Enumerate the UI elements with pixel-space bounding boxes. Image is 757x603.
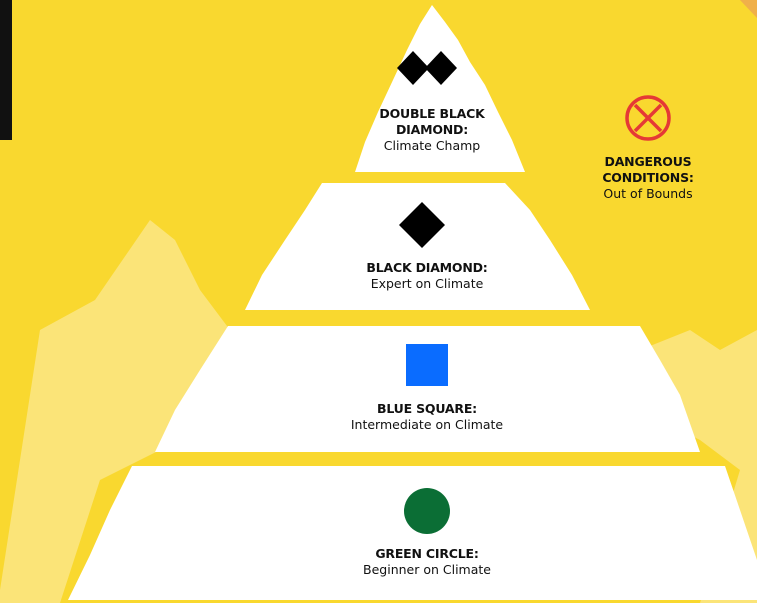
level-label: DOUBLE BLACK DIAMOND: Climate Champ — [372, 106, 492, 154]
no-entry-icon — [627, 97, 669, 139]
level-title: BLUE SQUARE: — [307, 401, 547, 417]
level-subtitle: Expert on Climate — [327, 276, 527, 292]
tier-4 — [68, 466, 757, 600]
level-subtitle: Climate Champ — [372, 138, 492, 154]
level-label: GREEN CIRCLE: Beginner on Climate — [327, 546, 527, 578]
level-label: BLUE SQUARE: Intermediate on Climate — [307, 401, 547, 433]
side-note-subtitle: Out of Bounds — [593, 186, 703, 202]
level-title: GREEN CIRCLE: — [327, 546, 527, 562]
side-note-title: DANGEROUS CONDITIONS: — [593, 154, 703, 186]
level-title: BLACK DIAMOND: — [327, 260, 527, 276]
level-subtitle: Intermediate on Climate — [307, 417, 547, 433]
square-icon — [406, 344, 448, 386]
circle-icon — [404, 488, 450, 534]
level-title: DOUBLE BLACK DIAMOND: — [372, 106, 492, 138]
corner-accent — [740, 0, 757, 18]
illustration — [0, 0, 757, 603]
level-label: BLACK DIAMOND: Expert on Climate — [327, 260, 527, 292]
dark-edge — [0, 0, 12, 140]
page: DOUBLE BLACK DIAMOND: Climate Champ BLAC… — [0, 0, 757, 603]
side-note: DANGEROUS CONDITIONS: Out of Bounds — [593, 154, 703, 202]
level-subtitle: Beginner on Climate — [327, 562, 527, 578]
